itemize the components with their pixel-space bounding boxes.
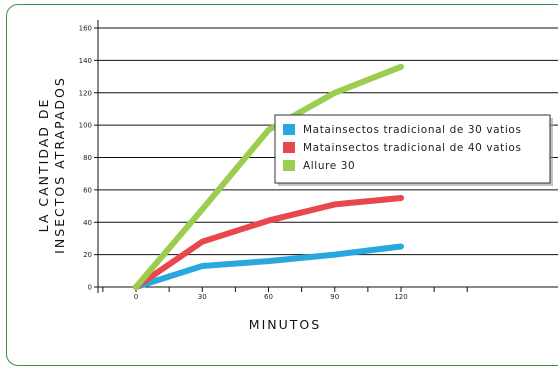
line-chart: 0 20 40 60 80 100 120 140 160 0 30 60 90 120 Matainse… (36, 20, 558, 332)
x-tick-label: 60 (264, 293, 273, 301)
legend-label-2: Matainsectos tradicional de 40 vatios (303, 142, 522, 154)
y-tick-label: 40 (83, 219, 92, 227)
y-tick-label: 160 (79, 25, 92, 33)
series-3-point (400, 66, 402, 68)
x-tick-label: 90 (330, 293, 339, 301)
series-2-point (268, 220, 269, 222)
series-3-point (268, 129, 269, 131)
y-tick-label: 100 (79, 122, 92, 130)
x-tick-label: 30 (198, 293, 207, 301)
legend-swatch-2 (283, 142, 295, 153)
series-2-point (201, 241, 203, 243)
series-2-point (334, 203, 336, 205)
legend-box (274, 114, 551, 184)
legend-swatch-1 (283, 124, 295, 135)
series-2-point (400, 197, 402, 199)
y-tick-label: 20 (83, 251, 92, 259)
series-1-point (268, 260, 269, 262)
y-tick-label: 60 (83, 186, 92, 194)
y-tick-label: 120 (79, 89, 92, 97)
y-tick-label: 140 (79, 57, 92, 65)
series-3-point (334, 92, 336, 94)
series-1-point (400, 246, 402, 248)
series-3-point (201, 208, 203, 210)
series-line-1 (133, 243, 404, 290)
legend-swatch-3 (283, 160, 295, 171)
legend-label-1: Matainsectos tradicional de 30 vatios (303, 124, 522, 136)
x-tick-label: 0 (134, 293, 138, 301)
x-tick-label: 120 (394, 293, 407, 301)
series-1-point (201, 265, 203, 267)
y-axis-title-line-2: INSECTOS ATRAPADOS (52, 76, 67, 254)
x-axis-title: MINUTOS (249, 317, 321, 332)
series-1-point (334, 254, 336, 256)
y-axis-title-line-1: LA CANTIDAD DE (36, 98, 51, 233)
legend-label-3: Allure 30 (303, 160, 355, 172)
series-3-point (135, 286, 137, 288)
y-tick-label: 80 (83, 154, 92, 162)
y-tick-label: 0 (88, 284, 92, 292)
